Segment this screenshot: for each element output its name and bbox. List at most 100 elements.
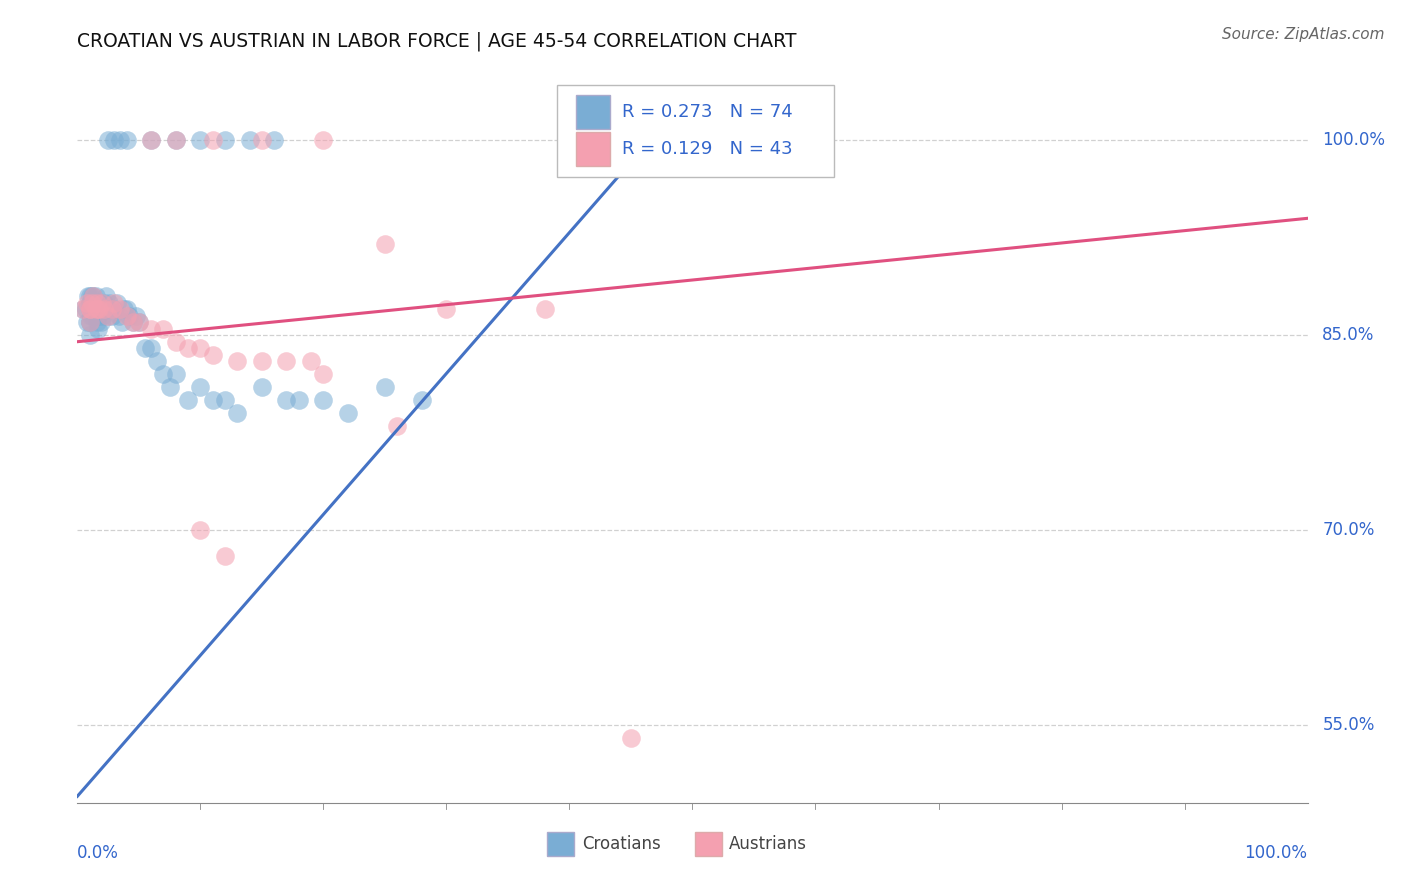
- Point: [90, 295, 114, 310]
- Text: Croatians: Croatians: [582, 835, 661, 854]
- Point: [121, 315, 143, 329]
- Point: [90, 309, 114, 323]
- Point: [75, 302, 97, 317]
- Point: [276, 393, 298, 408]
- Point: [100, 302, 122, 317]
- Point: [79, 289, 101, 303]
- Bar: [575, 95, 610, 128]
- Text: 100.0%: 100.0%: [1323, 131, 1385, 149]
- Point: [111, 315, 132, 329]
- Point: [263, 133, 285, 147]
- Point: [97, 309, 120, 323]
- Point: [152, 322, 174, 336]
- Point: [110, 302, 132, 317]
- Point: [82, 289, 104, 303]
- Point: [188, 523, 212, 537]
- Point: [93, 302, 115, 317]
- Point: [214, 393, 236, 408]
- Bar: [695, 832, 723, 856]
- Point: [79, 315, 101, 329]
- Point: [101, 309, 124, 323]
- Point: [134, 341, 156, 355]
- Point: [72, 302, 94, 317]
- Point: [177, 341, 200, 355]
- Point: [115, 133, 138, 147]
- Point: [214, 133, 236, 147]
- Point: [128, 315, 150, 329]
- Point: [89, 302, 111, 317]
- Point: [84, 295, 107, 310]
- Point: [76, 315, 98, 329]
- Text: 70.0%: 70.0%: [1323, 521, 1375, 539]
- Point: [93, 295, 115, 310]
- Point: [152, 367, 174, 381]
- Point: [177, 393, 200, 408]
- Point: [165, 133, 187, 147]
- Point: [82, 289, 104, 303]
- Point: [299, 354, 322, 368]
- Point: [188, 341, 212, 355]
- Point: [82, 295, 104, 310]
- Point: [165, 133, 187, 147]
- Point: [620, 731, 643, 745]
- Point: [201, 348, 224, 362]
- FancyBboxPatch shape: [557, 85, 834, 178]
- Point: [159, 380, 181, 394]
- Point: [103, 295, 125, 310]
- Point: [128, 315, 150, 329]
- Text: R = 0.129   N = 43: R = 0.129 N = 43: [623, 140, 793, 158]
- Point: [83, 295, 105, 310]
- Point: [97, 133, 120, 147]
- Point: [250, 354, 273, 368]
- Point: [76, 295, 98, 310]
- Point: [98, 295, 121, 310]
- Point: [141, 133, 163, 147]
- Point: [87, 302, 110, 317]
- Point: [86, 315, 108, 329]
- Point: [86, 302, 108, 317]
- Point: [82, 289, 104, 303]
- Point: [82, 309, 104, 323]
- Point: [108, 309, 131, 323]
- Text: CROATIAN VS AUSTRIAN IN LABOR FORCE | AGE 45-54 CORRELATION CHART: CROATIAN VS AUSTRIAN IN LABOR FORCE | AG…: [77, 31, 797, 51]
- Point: [103, 302, 125, 317]
- Point: [87, 309, 110, 323]
- Point: [141, 341, 163, 355]
- Point: [250, 133, 273, 147]
- Point: [121, 315, 143, 329]
- Point: [288, 393, 311, 408]
- Text: R = 0.273   N = 74: R = 0.273 N = 74: [623, 103, 793, 121]
- Point: [86, 295, 108, 310]
- Point: [201, 133, 224, 147]
- Point: [436, 302, 458, 317]
- Point: [90, 315, 112, 329]
- Point: [79, 302, 101, 317]
- Point: [101, 302, 124, 317]
- Point: [79, 302, 101, 317]
- Point: [115, 302, 138, 317]
- Text: 85.0%: 85.0%: [1323, 326, 1375, 344]
- Point: [87, 322, 110, 336]
- Point: [226, 406, 249, 420]
- Point: [165, 367, 187, 381]
- Text: Source: ZipAtlas.com: Source: ZipAtlas.com: [1222, 27, 1385, 42]
- Point: [89, 302, 111, 317]
- Point: [72, 302, 94, 317]
- Point: [534, 302, 557, 317]
- Text: 0.0%: 0.0%: [77, 844, 120, 862]
- Point: [112, 302, 135, 317]
- Point: [250, 380, 273, 394]
- Point: [84, 289, 107, 303]
- Point: [141, 322, 163, 336]
- Point: [84, 302, 107, 317]
- Point: [201, 393, 224, 408]
- Point: [89, 295, 111, 310]
- Point: [214, 549, 236, 563]
- Point: [115, 309, 138, 323]
- Point: [77, 289, 100, 303]
- Point: [79, 302, 101, 317]
- Point: [94, 289, 117, 303]
- Point: [411, 393, 433, 408]
- Point: [276, 354, 298, 368]
- Point: [312, 393, 335, 408]
